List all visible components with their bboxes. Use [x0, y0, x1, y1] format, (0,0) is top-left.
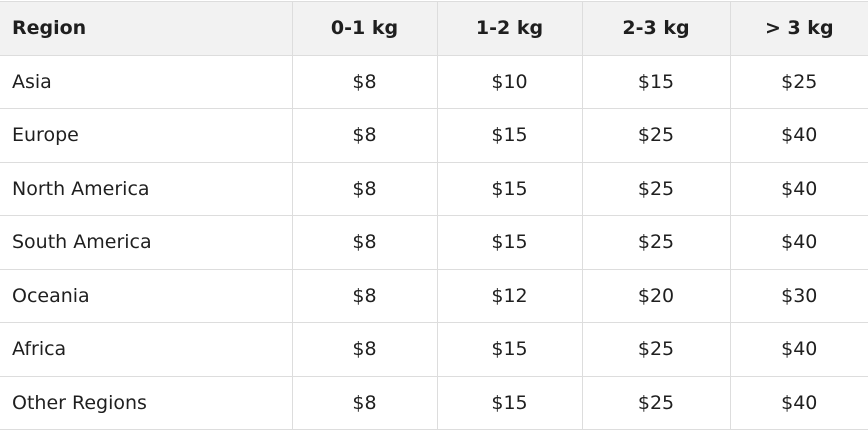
- price-cell: $25: [581, 161, 731, 216]
- table-row: Other Regions $8 $15 $25 $40: [0, 375, 868, 430]
- price-cell: $15: [436, 161, 583, 216]
- price-cell: $30: [729, 268, 868, 323]
- region-cell: Oceania: [0, 268, 293, 323]
- price-cell: $8: [291, 108, 438, 163]
- price-cell: $15: [436, 215, 583, 270]
- column-header: 0-1 kg: [291, 1, 438, 56]
- column-header: 1-2 kg: [436, 1, 583, 56]
- region-cell: Europe: [0, 108, 293, 163]
- price-cell: $20: [581, 268, 731, 323]
- price-cell: $25: [581, 108, 731, 163]
- price-cell: $40: [729, 161, 868, 216]
- price-cell: $15: [436, 322, 583, 377]
- price-cell: $40: [729, 322, 868, 377]
- region-cell: North America: [0, 161, 293, 216]
- price-cell: $15: [581, 54, 731, 109]
- price-cell: $8: [291, 215, 438, 270]
- region-cell: Other Regions: [0, 375, 293, 430]
- price-cell: $8: [291, 161, 438, 216]
- region-cell: South America: [0, 215, 293, 270]
- region-cell: Africa: [0, 322, 293, 377]
- price-cell: $8: [291, 54, 438, 109]
- table-row: Oceania $8 $12 $20 $30: [0, 268, 868, 323]
- price-cell: $25: [581, 375, 731, 430]
- price-cell: $25: [581, 215, 731, 270]
- price-cell: $15: [436, 108, 583, 163]
- price-cell: $25: [729, 54, 868, 109]
- column-header: 2-3 kg: [581, 1, 731, 56]
- table-row: Europe $8 $15 $25 $40: [0, 108, 868, 163]
- price-cell: $12: [436, 268, 583, 323]
- column-header: Region: [0, 1, 293, 56]
- table-header-row: Region 0-1 kg 1-2 kg 2-3 kg > 3 kg: [0, 1, 868, 56]
- table-row: South America $8 $15 $25 $40: [0, 215, 868, 270]
- region-cell: Asia: [0, 54, 293, 109]
- table-row: Asia $8 $10 $15 $25: [0, 54, 868, 109]
- price-cell: $40: [729, 375, 868, 430]
- price-cell: $10: [436, 54, 583, 109]
- price-cell: $8: [291, 268, 438, 323]
- column-header: > 3 kg: [729, 1, 868, 56]
- price-cell: $15: [436, 375, 583, 430]
- table-row: North America $8 $15 $25 $40: [0, 161, 868, 216]
- price-cell: $40: [729, 215, 868, 270]
- shipping-rates-table: Region 0-1 kg 1-2 kg 2-3 kg > 3 kg Asia $8 $10…: [0, 1, 868, 430]
- price-cell: $8: [291, 375, 438, 430]
- table-row: Africa $8 $15 $25 $40: [0, 322, 868, 377]
- price-cell: $25: [581, 322, 731, 377]
- price-cell: $8: [291, 322, 438, 377]
- price-cell: $40: [729, 108, 868, 163]
